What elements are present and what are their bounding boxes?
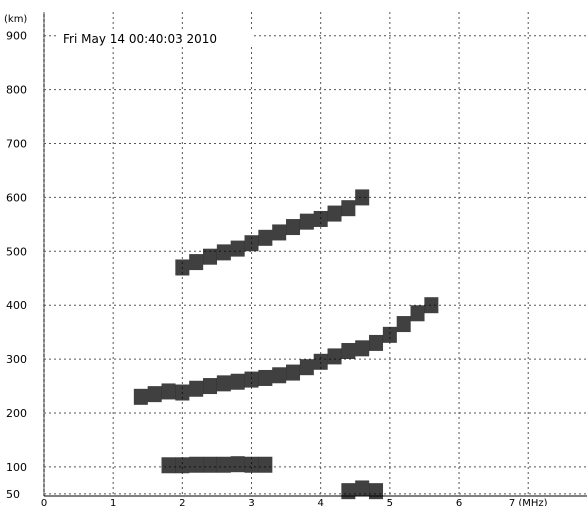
x-tick-label: 2: [179, 498, 185, 506]
trace-point: [286, 364, 301, 381]
trace-point: [299, 213, 314, 230]
trace-point: [327, 348, 342, 365]
trace-point: [244, 371, 259, 388]
x-tick-label: 5: [387, 498, 393, 506]
trace-point: [313, 210, 328, 227]
trace-point: [286, 219, 301, 236]
x-tick-label: 3: [248, 498, 254, 506]
y-tick-label: 900: [6, 30, 27, 43]
trace-point: [341, 343, 356, 360]
x-tick-label: 6: [456, 498, 462, 506]
y-tick-label: 700: [6, 138, 27, 151]
trace-point: [203, 456, 218, 473]
y-tick-label: 800: [6, 84, 27, 97]
trace-point: [230, 240, 245, 257]
x-tick-label: 0: [41, 498, 47, 506]
y-tick-label: 400: [6, 299, 27, 312]
trace-point: [244, 235, 259, 252]
trace-point: [189, 380, 204, 397]
x-tick-label: 7 (MHz): [509, 498, 548, 506]
x-tick-label: 1: [110, 498, 116, 506]
trace-point: [258, 369, 273, 386]
x-tick-label: 4: [318, 498, 324, 506]
trace-point: [299, 359, 314, 376]
trace-point: [313, 353, 328, 370]
trace-point: [369, 483, 384, 500]
y-tick-label: 500: [6, 245, 27, 258]
trace-point: [189, 254, 204, 271]
trace-point: [230, 456, 245, 473]
trace-point: [341, 200, 356, 217]
trace-point: [161, 383, 176, 400]
trace-point: [355, 480, 370, 497]
trace-point: [203, 378, 218, 395]
trace-point: [203, 248, 218, 265]
trace-point: [230, 373, 245, 390]
trace-point: [410, 305, 425, 322]
trace-point: [382, 326, 397, 343]
trace-point: [424, 297, 439, 314]
trace-point: [216, 375, 231, 392]
y-tick-label: 100: [6, 461, 27, 474]
trace-point: [133, 388, 148, 405]
trace-point: [161, 457, 176, 474]
trace-point: [189, 456, 204, 473]
trace-point: [272, 224, 287, 241]
trace-point: [369, 334, 384, 351]
y-tick-label: 300: [6, 353, 27, 366]
trace-point: [216, 244, 231, 261]
y-tick-label: 50: [6, 488, 20, 501]
trace-point: [272, 367, 287, 384]
trace-point: [258, 456, 273, 473]
chart-title: Fri May 14 00:40:03 2010: [63, 32, 217, 46]
trace-point: [341, 483, 356, 500]
trace-point: [396, 316, 411, 333]
y-tick-label: 600: [6, 191, 27, 204]
title-background: [58, 31, 254, 47]
trace-point: [258, 229, 273, 246]
trace-point: [355, 189, 370, 206]
trace-point: [355, 340, 370, 357]
trace-point: [175, 457, 190, 474]
trace-point: [327, 205, 342, 222]
trace-point: [147, 386, 162, 403]
trace-point: [175, 384, 190, 401]
trace-point: [216, 456, 231, 473]
trace-point: [175, 259, 190, 276]
y-axis-label: (km): [4, 14, 27, 25]
trace-point: [244, 456, 259, 473]
y-tick-label: 200: [6, 407, 27, 420]
